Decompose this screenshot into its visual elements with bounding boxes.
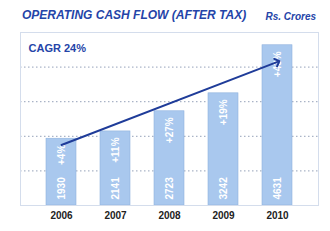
svg-text:2007: 2007 (104, 210, 127, 221)
html-text:OPERATING CASH FLOW (AFTER TAX: OPERATING CASH FLOW (AFTER TAX) (22, 8, 247, 22)
svg-text:2141: 2141 (110, 177, 121, 200)
html-text:Rs. Crores: Rs. Crores (265, 11, 316, 22)
svg-text:+43%: +43% (271, 51, 283, 78)
svg-text:CAGR 24%: CAGR 24% (29, 42, 87, 54)
svg-text:+4%: +4% (56, 145, 67, 165)
svg-text:+27%: +27% (164, 117, 175, 143)
svg-text:2723: 2723 (164, 177, 175, 200)
svg-text:2010: 2010 (266, 210, 289, 221)
svg-text:1930: 1930 (56, 177, 67, 200)
svg-text:2006: 2006 (50, 210, 73, 221)
svg-text:4631: 4631 (272, 177, 283, 200)
svg-text:+19%: +19% (218, 99, 229, 125)
svg-text:2008: 2008 (158, 210, 181, 221)
svg-text:2009: 2009 (212, 210, 235, 221)
svg-text:3242: 3242 (218, 177, 229, 200)
svg-text:+11%: +11% (110, 137, 121, 162)
